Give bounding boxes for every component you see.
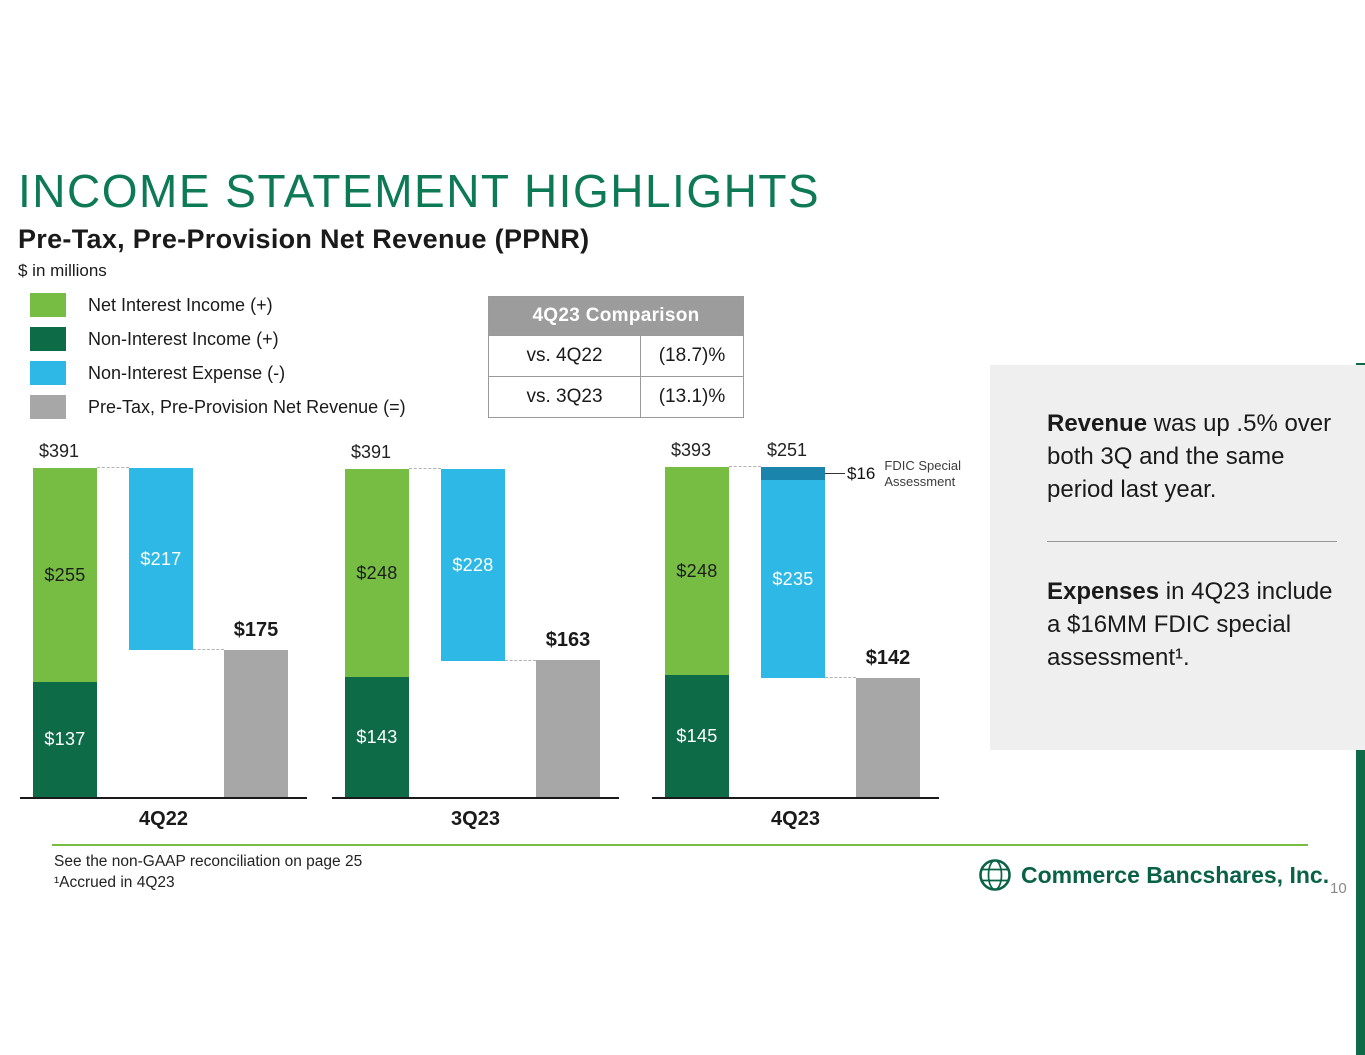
footer-rule [52, 844, 1308, 846]
legend-label: Pre-Tax, Pre-Provision Net Revenue (=) [88, 396, 406, 417]
fdic-value-label: $16 [847, 463, 876, 483]
revenue-total-label: $391 [351, 442, 392, 462]
category-label-4q22: 4Q22 [139, 808, 188, 830]
value-label-net-interest-income: $248 [356, 562, 398, 583]
legend-swatch-non-interest-expense [30, 361, 66, 385]
bar-ppnr-4q22 [224, 650, 288, 797]
bar-non-interest-expense-3q23: $228 [441, 469, 505, 661]
value-label-net-interest-income: $248 [676, 560, 718, 581]
legend-swatch-ppnr [30, 395, 66, 419]
legend-item-ppnr: Pre-Tax, Pre-Provision Net Revenue (=) [30, 395, 406, 419]
x-axis-3q23 [332, 797, 619, 799]
fdic-annotation: $16 FDIC Special Assessment [825, 458, 988, 489]
legend-swatch-net-interest-income [30, 293, 66, 317]
chart-group-3q23: $143 $248 $391 $228 $163 3Q23 [332, 430, 619, 842]
legend: Net Interest Income (+) Non-Interest Inc… [30, 293, 406, 429]
bar-non-interest-income-3q23: $143 [345, 677, 409, 797]
commentary-expenses: Expenses in 4Q23 include a $16MM FDIC sp… [1047, 575, 1337, 674]
connector-revenue-to-expense [97, 467, 129, 468]
ppnr-value-label: $142 [865, 647, 911, 669]
page-number: 10 [1330, 880, 1347, 897]
subtitle: Pre-Tax, Pre-Provision Net Revenue (PPNR… [18, 224, 590, 254]
bar-net-interest-income-4q22: $255 [33, 468, 97, 682]
expense-total-label: $251 [767, 440, 808, 460]
comparison-row-value: (18.7)% [640, 335, 744, 377]
connector-revenue-to-expense [729, 466, 761, 467]
fdic-callout-line [825, 472, 845, 475]
comparison-table-header: 4Q23 Comparison [488, 296, 744, 336]
footnote-accrued: ¹Accrued in 4Q23 [54, 874, 175, 891]
comparison-row-value: (13.1)% [640, 376, 744, 418]
commerce-bancshares-logo: Commerce Bancshares, Inc. [978, 858, 1329, 892]
category-label-4q23: 4Q23 [771, 808, 820, 830]
bar-non-interest-expense-4q23: $235 [761, 480, 825, 678]
x-axis-4q23 [652, 797, 939, 799]
commentary-expenses-lead: Expenses [1047, 578, 1160, 605]
connector-expense-to-ppnr [193, 649, 224, 650]
bar-non-interest-income-4q23: $145 [665, 675, 729, 797]
fdic-annotation-text: FDIC Special Assessment [884, 458, 961, 489]
legend-label: Non-Interest Income (+) [88, 328, 279, 349]
category-label-3q23: 3Q23 [451, 808, 500, 830]
legend-item-net-interest-income: Net Interest Income (+) [30, 293, 406, 317]
commentary-revenue-text: was up .5% over both 3Q and the same per… [1047, 410, 1332, 503]
comparison-row-label: vs. 3Q23 [488, 376, 641, 418]
revenue-total-label: $391 [39, 441, 80, 461]
value-label-non-interest-income: $137 [44, 729, 86, 749]
comparison-row-label: vs. 4Q22 [488, 335, 641, 377]
connector-expense-to-ppnr [505, 660, 536, 661]
commentary-revenue-lead: Revenue [1047, 410, 1148, 437]
bar-fdic-special-assessment [761, 467, 825, 480]
bar-net-interest-income-3q23: $248 [345, 469, 409, 677]
legend-item-non-interest-expense: Non-Interest Expense (-) [30, 361, 406, 385]
ppnr-value-label: $163 [545, 629, 591, 651]
commentary-revenue: Revenue was up .5% over both 3Q and the … [1047, 407, 1337, 506]
value-label-net-interest-income: $255 [44, 564, 86, 585]
value-label-non-interest-expense: $217 [140, 548, 182, 569]
comparison-row-vs-4q22: vs. 4Q22 (18.7)% [488, 335, 744, 377]
bar-non-interest-income-4q22: $137 [33, 682, 97, 797]
value-label-non-interest-income: $145 [676, 725, 718, 746]
bar-net-interest-income-4q23: $248 [665, 467, 729, 675]
legend-label: Net Interest Income (+) [88, 294, 273, 315]
value-label-non-interest-expense: $235 [772, 568, 814, 589]
revenue-total-label: $393 [671, 440, 712, 460]
callout-divider [1047, 541, 1337, 542]
connector-revenue-to-expense [409, 468, 441, 469]
value-label-non-interest-expense: $228 [452, 554, 494, 575]
ppnr-value-label: $175 [233, 619, 279, 641]
commentary-expenses-text: in 4Q23 include a $16MM FDIC special ass… [1047, 578, 1333, 671]
legend-item-non-interest-income: Non-Interest Income (+) [30, 327, 406, 351]
logo-text: Commerce Bancshares, Inc. [1021, 861, 1330, 888]
footnote-non-gaap: See the non-GAAP reconciliation on page … [54, 853, 363, 870]
comparison-row-vs-3q23: vs. 3Q23 (13.1)% [488, 376, 744, 418]
bar-ppnr-4q23 [856, 678, 920, 797]
page-title: INCOME STATEMENT HIGHLIGHTS [18, 165, 821, 217]
chart-group-4q23: $145 $248 $393 $235 $251 $16 FDIC Special Asse… [652, 430, 961, 842]
chart-group-4q22: $137 $255 $391 $217 $175 4Q22 [20, 430, 307, 842]
commentary-box: Revenue was up .5% over both 3Q and the … [990, 365, 1365, 750]
x-axis-4q22 [20, 797, 307, 799]
globe-icon [979, 859, 1011, 891]
legend-swatch-non-interest-income [30, 327, 66, 351]
bar-ppnr-3q23 [536, 660, 600, 797]
comparison-table: 4Q23 Comparison vs. 4Q22 (18.7)% vs. 3Q2… [488, 296, 744, 418]
connector-expense-to-ppnr [825, 677, 856, 678]
bar-non-interest-expense-4q22: $217 [129, 468, 193, 650]
comparison-table-header-row: 4Q23 Comparison [488, 296, 744, 336]
legend-label: Non-Interest Expense (-) [88, 362, 286, 383]
value-label-non-interest-income: $143 [356, 726, 398, 747]
units-note: $ in millions [18, 261, 107, 280]
